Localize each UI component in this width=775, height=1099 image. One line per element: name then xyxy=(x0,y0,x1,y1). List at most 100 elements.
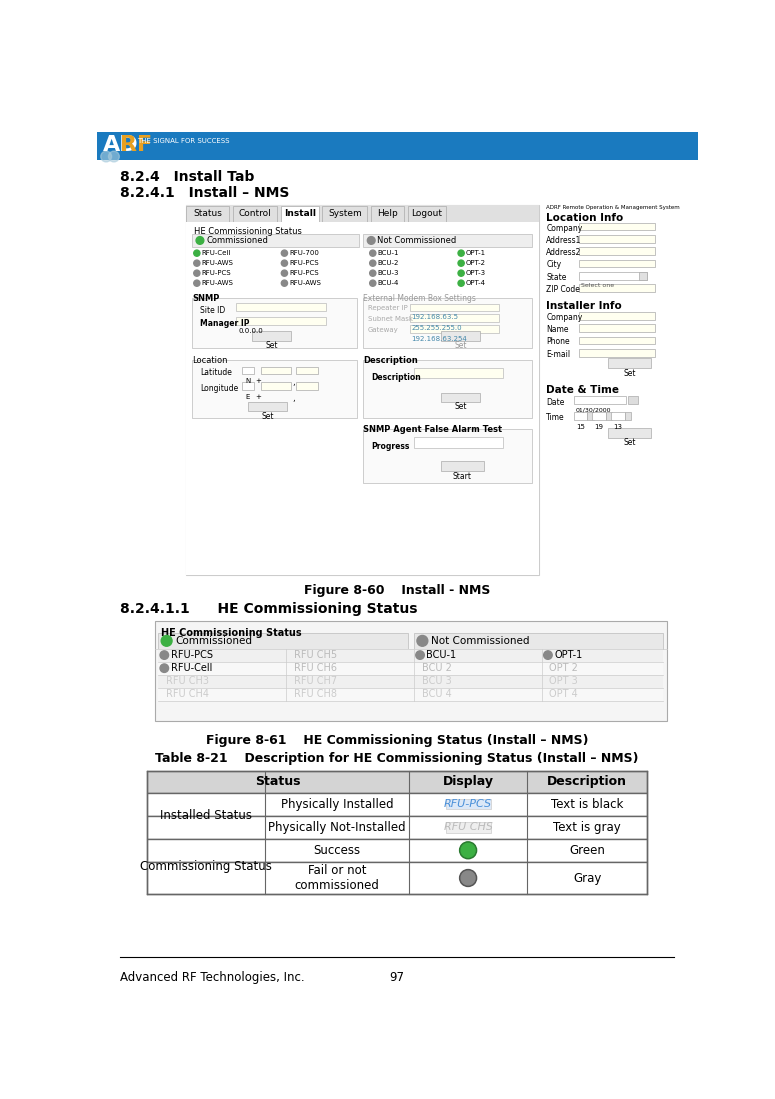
Text: Manager IP: Manager IP xyxy=(200,319,250,328)
Circle shape xyxy=(370,280,376,286)
FancyBboxPatch shape xyxy=(261,367,291,375)
FancyBboxPatch shape xyxy=(296,367,318,375)
FancyBboxPatch shape xyxy=(579,312,655,320)
FancyBboxPatch shape xyxy=(579,247,655,255)
FancyBboxPatch shape xyxy=(186,222,539,575)
Text: ,: , xyxy=(292,378,294,387)
Text: RFU-PCS: RFU-PCS xyxy=(202,270,231,276)
Circle shape xyxy=(367,236,375,244)
Circle shape xyxy=(160,651,169,659)
FancyBboxPatch shape xyxy=(579,324,655,332)
Text: Installer Info: Installer Info xyxy=(546,301,622,311)
Text: Physically Installed: Physically Installed xyxy=(281,798,394,811)
Text: ZIP Code: ZIP Code xyxy=(546,285,580,295)
Text: OPT 4: OPT 4 xyxy=(549,689,578,699)
FancyBboxPatch shape xyxy=(192,298,356,348)
Text: 0.0.0.0: 0.0.0.0 xyxy=(239,329,264,334)
Text: Logout: Logout xyxy=(412,209,443,218)
FancyBboxPatch shape xyxy=(252,331,291,341)
Text: RFU-AWS: RFU-AWS xyxy=(202,260,233,266)
FancyBboxPatch shape xyxy=(579,235,655,243)
FancyBboxPatch shape xyxy=(639,273,647,280)
FancyBboxPatch shape xyxy=(408,206,446,222)
Text: 8.2.4.1 Install – NMS: 8.2.4.1 Install – NMS xyxy=(120,186,290,200)
Text: OPT 2: OPT 2 xyxy=(549,663,578,674)
Text: Time: Time xyxy=(546,413,565,422)
Text: OPT-1: OPT-1 xyxy=(466,251,486,256)
Circle shape xyxy=(281,251,288,256)
Text: 8.2.4.1.1  HE Commissioning Status: 8.2.4.1.1 HE Commissioning Status xyxy=(120,601,418,615)
Text: Text is gray: Text is gray xyxy=(553,821,621,834)
Circle shape xyxy=(458,251,464,256)
Circle shape xyxy=(194,270,200,276)
FancyBboxPatch shape xyxy=(628,396,638,404)
FancyBboxPatch shape xyxy=(322,206,367,222)
FancyBboxPatch shape xyxy=(192,359,356,418)
Text: External Modem Box Settings: External Modem Box Settings xyxy=(363,295,477,303)
Circle shape xyxy=(458,270,464,276)
FancyBboxPatch shape xyxy=(606,412,612,420)
FancyBboxPatch shape xyxy=(158,648,663,662)
FancyBboxPatch shape xyxy=(158,662,663,675)
Circle shape xyxy=(281,280,288,286)
FancyBboxPatch shape xyxy=(147,862,647,895)
Text: AD: AD xyxy=(103,135,139,155)
Text: RFU-PCS: RFU-PCS xyxy=(444,799,492,809)
FancyBboxPatch shape xyxy=(608,358,651,368)
FancyBboxPatch shape xyxy=(414,367,503,378)
Text: Location Info: Location Info xyxy=(546,213,624,223)
FancyBboxPatch shape xyxy=(192,234,359,246)
FancyBboxPatch shape xyxy=(587,412,594,420)
FancyBboxPatch shape xyxy=(296,382,318,390)
Text: Gray: Gray xyxy=(573,872,601,885)
Text: E-mail: E-mail xyxy=(546,349,570,358)
FancyBboxPatch shape xyxy=(611,412,625,420)
Text: Address1: Address1 xyxy=(546,236,582,245)
FancyBboxPatch shape xyxy=(446,822,491,833)
Text: Help: Help xyxy=(377,209,398,218)
Text: HE Commissioning Status: HE Commissioning Status xyxy=(161,628,301,637)
Circle shape xyxy=(109,152,119,162)
Text: Text is black: Text is black xyxy=(551,798,623,811)
Text: Start: Start xyxy=(453,471,471,481)
Text: Fail or not
commissioned: Fail or not commissioned xyxy=(294,864,380,892)
FancyBboxPatch shape xyxy=(579,259,655,267)
FancyBboxPatch shape xyxy=(441,462,484,471)
Text: RFU CHS: RFU CHS xyxy=(443,822,493,832)
Text: Repeater IP: Repeater IP xyxy=(368,306,408,311)
Text: Set: Set xyxy=(623,439,636,447)
FancyBboxPatch shape xyxy=(236,303,326,311)
Text: ADRF Remote Operation & Management System: ADRF Remote Operation & Management Syste… xyxy=(546,206,680,210)
FancyBboxPatch shape xyxy=(574,412,587,420)
Circle shape xyxy=(417,635,428,646)
Text: BCU 2: BCU 2 xyxy=(422,663,452,674)
FancyBboxPatch shape xyxy=(242,382,254,390)
Text: Physically Not-Installed: Physically Not-Installed xyxy=(268,821,406,834)
Text: Display: Display xyxy=(443,775,494,788)
Text: 192.168.63.5: 192.168.63.5 xyxy=(412,314,459,321)
Text: Company: Company xyxy=(546,313,583,322)
Text: Figure 8-61  HE Commissioning Status (Install – NMS): Figure 8-61 HE Commissioning Status (Ins… xyxy=(206,734,588,747)
FancyBboxPatch shape xyxy=(248,402,287,411)
Text: Not Commissioned: Not Commissioned xyxy=(431,636,529,646)
Text: N: N xyxy=(246,378,250,385)
Text: 255.255.255.0: 255.255.255.0 xyxy=(412,325,462,331)
Circle shape xyxy=(161,635,172,646)
Text: RFU CH6: RFU CH6 xyxy=(294,663,336,674)
FancyBboxPatch shape xyxy=(574,396,626,404)
Text: City: City xyxy=(546,260,562,269)
Text: BCU-2: BCU-2 xyxy=(377,260,399,266)
FancyBboxPatch shape xyxy=(410,314,499,322)
Text: RFU-PCS: RFU-PCS xyxy=(170,651,212,660)
FancyBboxPatch shape xyxy=(236,317,326,325)
FancyBboxPatch shape xyxy=(371,206,404,222)
Text: 192.168.63.254: 192.168.63.254 xyxy=(412,336,467,342)
FancyBboxPatch shape xyxy=(242,367,254,375)
Text: RFU-Cell: RFU-Cell xyxy=(170,663,212,674)
FancyBboxPatch shape xyxy=(147,771,647,792)
Text: 97: 97 xyxy=(390,972,405,985)
FancyBboxPatch shape xyxy=(155,621,666,721)
Text: BCU 3: BCU 3 xyxy=(422,676,451,686)
Text: Gateway: Gateway xyxy=(368,326,399,333)
Text: Status: Status xyxy=(256,775,301,788)
